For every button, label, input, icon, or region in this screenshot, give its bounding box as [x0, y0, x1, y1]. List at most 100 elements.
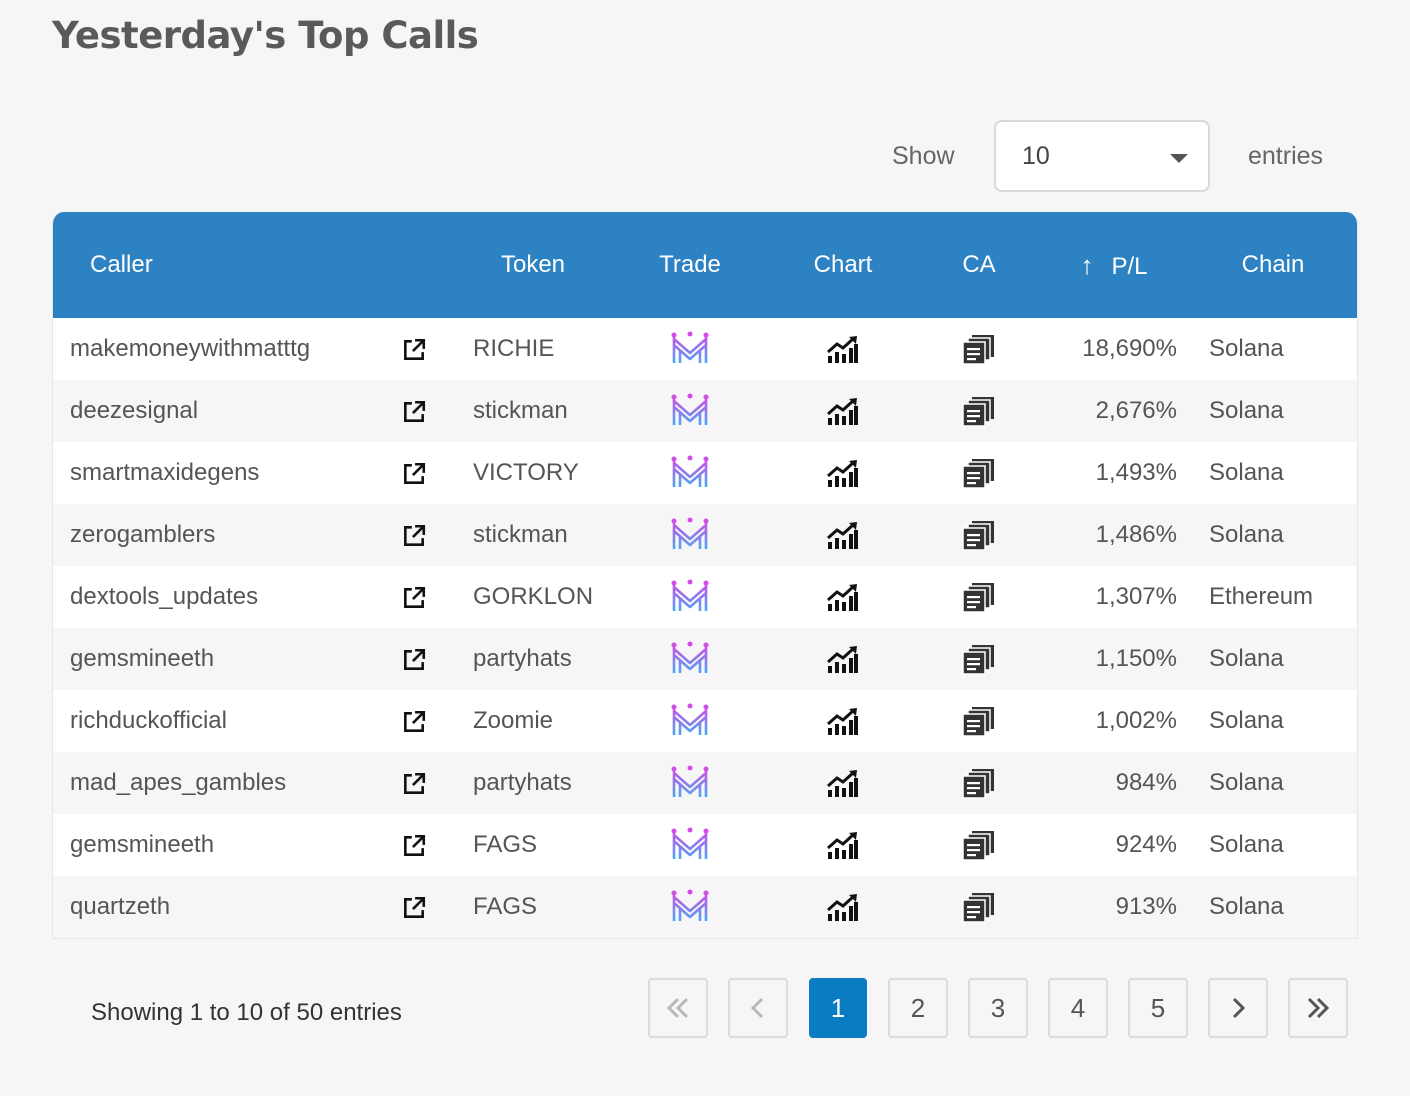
cell-caller: smartmaxidegens [70, 459, 260, 486]
chart-growth-icon[interactable] [826, 396, 860, 426]
column-header-pl-label: P/L [1111, 252, 1148, 280]
trade-logo-icon[interactable] [670, 703, 710, 739]
chart-growth-icon[interactable] [826, 458, 860, 488]
top-calls-table: Caller Token Trade Chart CA ↑ P/L Chain m… [52, 212, 1358, 939]
column-header-trade[interactable]: Trade [659, 251, 721, 278]
column-header-ca[interactable]: CA [962, 251, 996, 278]
chart-growth-icon[interactable] [826, 520, 860, 550]
trade-logo-icon[interactable] [670, 517, 710, 553]
cell-chain: Solana [1209, 769, 1284, 796]
trade-logo-icon[interactable] [670, 889, 710, 925]
cell-pl: 2,676% [1095, 397, 1177, 424]
table-row: quartzeth FAGS 913% Solana [53, 876, 1357, 938]
double-chevron-right-icon [1307, 997, 1330, 1019]
copy-contract-icon[interactable] [962, 519, 996, 551]
external-link-icon[interactable] [401, 585, 427, 611]
chart-growth-icon[interactable] [826, 830, 860, 860]
chevron-right-icon [1232, 997, 1246, 1019]
table-row: makemoneywithmatttg RICHIE 18,690% Solana [53, 318, 1357, 380]
trade-logo-icon[interactable] [670, 331, 710, 367]
copy-contract-icon[interactable] [962, 767, 996, 799]
cell-caller: mad_apes_gambles [70, 769, 287, 796]
cell-chain: Solana [1209, 707, 1284, 734]
copy-contract-icon[interactable] [962, 891, 996, 923]
last-page-button[interactable] [1288, 978, 1348, 1038]
cell-caller: deezesignal [70, 397, 199, 424]
table-row: zerogamblers stickman 1,486% Solana [53, 504, 1357, 566]
external-link-icon[interactable] [401, 399, 427, 425]
show-label: Show [892, 141, 955, 170]
cell-pl: 924% [1115, 831, 1177, 858]
trade-logo-icon[interactable] [670, 579, 710, 615]
cell-chain: Solana [1209, 831, 1284, 858]
cell-chain: Solana [1209, 459, 1284, 486]
entries-per-page-value: 10 [1022, 141, 1050, 170]
chart-growth-icon[interactable] [826, 644, 860, 674]
external-link-icon[interactable] [401, 523, 427, 549]
table-header-row: Caller Token Trade Chart CA ↑ P/L Chain [53, 212, 1357, 318]
external-link-icon[interactable] [401, 709, 427, 735]
column-header-caller[interactable]: Caller [90, 251, 153, 278]
column-header-chain[interactable]: Chain [1241, 251, 1305, 278]
cell-token: FAGS [473, 893, 538, 920]
table-row: smartmaxidegens VICTORY 1,493% Solana [53, 442, 1357, 504]
external-link-icon[interactable] [401, 337, 427, 363]
table-row: gemsmineeth partyhats 1,150% Solana [53, 628, 1357, 690]
cell-chain: Solana [1209, 521, 1284, 548]
trade-logo-icon[interactable] [670, 393, 710, 429]
external-link-icon[interactable] [401, 895, 427, 921]
copy-contract-icon[interactable] [962, 395, 996, 427]
chart-growth-icon[interactable] [826, 892, 860, 922]
copy-contract-icon[interactable] [962, 333, 996, 365]
page-button-4[interactable]: 4 [1048, 978, 1108, 1038]
copy-contract-icon[interactable] [962, 457, 996, 489]
copy-contract-icon[interactable] [962, 643, 996, 675]
chart-growth-icon[interactable] [826, 582, 860, 612]
cell-chain: Solana [1209, 397, 1284, 424]
entries-per-page-select[interactable]: 10 [994, 120, 1210, 192]
page-button-1[interactable]: 1 [809, 978, 867, 1038]
chart-growth-icon[interactable] [826, 334, 860, 364]
cell-token: RICHIE [473, 335, 555, 362]
cell-caller: richduckofficial [70, 707, 227, 734]
cell-pl: 913% [1115, 893, 1177, 920]
page-button-2[interactable]: 2 [888, 978, 948, 1038]
external-link-icon[interactable] [401, 771, 427, 797]
chart-growth-icon[interactable] [826, 706, 860, 736]
cell-token: GORKLON [473, 583, 594, 610]
cell-token: stickman [473, 397, 568, 424]
cell-chain: Ethereum [1209, 583, 1314, 610]
column-header-pl[interactable]: ↑ P/L [1041, 212, 1187, 318]
previous-page-button[interactable] [728, 978, 788, 1038]
cell-pl: 1,493% [1095, 459, 1177, 486]
table-info: Showing 1 to 10 of 50 entries [91, 999, 402, 1026]
trade-logo-icon[interactable] [670, 827, 710, 863]
column-header-chart[interactable]: Chart [813, 251, 873, 278]
external-link-icon[interactable] [401, 833, 427, 859]
chart-growth-icon[interactable] [826, 768, 860, 798]
column-header-link [373, 212, 455, 318]
entries-label: entries [1248, 141, 1324, 170]
cell-pl: 1,307% [1095, 583, 1177, 610]
copy-contract-icon[interactable] [962, 705, 996, 737]
trade-logo-icon[interactable] [670, 765, 710, 801]
cell-pl: 1,150% [1095, 645, 1177, 672]
table-row: dextools_updates GORKLON 1,307% Ethereum [53, 566, 1357, 628]
cell-pl: 984% [1115, 769, 1177, 796]
copy-contract-icon[interactable] [962, 829, 996, 861]
cell-token: partyhats [473, 769, 572, 796]
copy-contract-icon[interactable] [962, 581, 996, 613]
column-header-token[interactable]: Token [500, 251, 566, 278]
next-page-button[interactable] [1208, 978, 1268, 1038]
table-row: mad_apes_gambles partyhats 984% Solana [53, 752, 1357, 814]
table-row: richduckofficial Zoomie 1,002% Solana [53, 690, 1357, 752]
trade-logo-icon[interactable] [670, 641, 710, 677]
page-button-3[interactable]: 3 [968, 978, 1028, 1038]
external-link-icon[interactable] [401, 461, 427, 487]
entries-length-control: Show 10 entries [892, 120, 1323, 192]
cell-caller: gemsmineeth [70, 645, 215, 672]
external-link-icon[interactable] [401, 647, 427, 673]
first-page-button[interactable] [648, 978, 708, 1038]
trade-logo-icon[interactable] [670, 455, 710, 491]
page-button-5[interactable]: 5 [1128, 978, 1188, 1038]
